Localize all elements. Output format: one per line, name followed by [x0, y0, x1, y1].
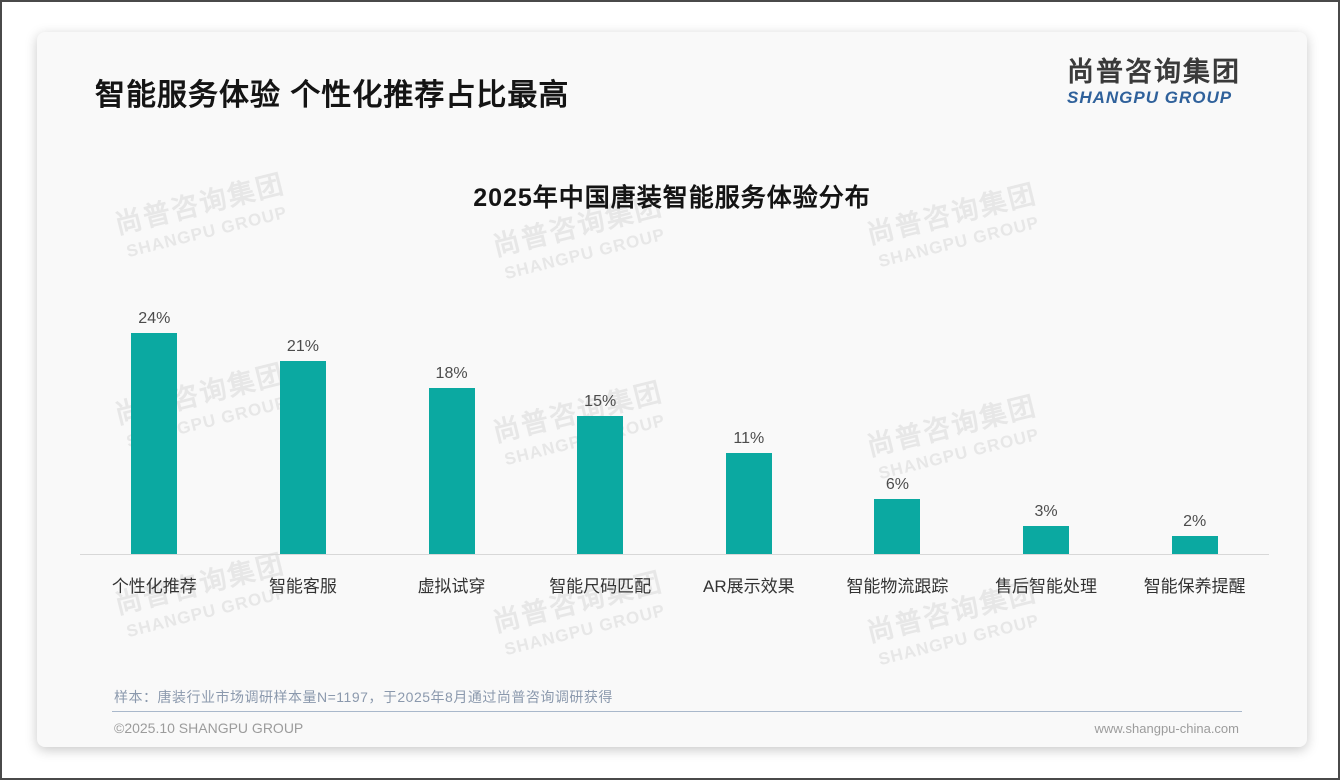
copyright-text: ©2025.10 SHANGPU GROUP — [114, 720, 304, 736]
bar — [1023, 526, 1070, 554]
bar-column: 18% — [377, 365, 526, 554]
page-title: 智能服务体验 个性化推荐占比最高 — [95, 79, 570, 112]
bar-value-label: 18% — [435, 365, 468, 382]
category-label: 智能物流跟踪 — [846, 577, 949, 596]
footer-divider — [112, 711, 1242, 712]
bar — [725, 453, 772, 554]
bar-value-label: 24% — [138, 310, 171, 327]
category-label: 智能客服 — [268, 577, 337, 596]
report-card: 尚普咨询集团 SHANGPU GROUP 尚普咨询集团 SHANGPU GROU… — [37, 32, 1307, 747]
company-logo: 尚普咨询集团 SHANGPU GROUP — [1067, 57, 1241, 108]
bar — [131, 333, 178, 554]
category-label: 智能保养提醒 — [1143, 577, 1246, 596]
bar-column: 3% — [972, 503, 1121, 554]
website-text: www.shangpu-china.com — [1094, 721, 1239, 736]
bar — [874, 499, 921, 554]
bar — [428, 388, 475, 554]
logo-text-en: SHANGPU GROUP — [1067, 87, 1233, 107]
sample-footnote: 样本：唐装行业市场调研样本量N=1197，于2025年8月通过尚普咨询调研获得 — [114, 689, 613, 705]
bar-column: 11% — [675, 430, 824, 554]
category-label: 智能尺码匹配 — [549, 577, 652, 596]
bar-column: 24% — [80, 310, 229, 554]
bar-value-label: 6% — [885, 476, 909, 493]
bar-value-label: 11% — [733, 430, 765, 447]
category-label: 虚拟试穿 — [417, 577, 486, 596]
bar — [1171, 536, 1218, 554]
bar-column: 6% — [823, 476, 972, 554]
bar — [279, 361, 326, 554]
card-content: 智能服务体验 个性化推荐占比最高 尚普咨询集团 SHANGPU GROUP 20… — [37, 32, 1307, 747]
bar-value-label: 15% — [584, 393, 617, 410]
bar-plot: 24% 21% 18% 15% 11% 6% 3% 2% — [80, 293, 1269, 555]
category-label: AR展示效果 — [703, 577, 795, 596]
chart-title: 2025年中国唐装智能服务体验分布 — [473, 184, 871, 212]
bar — [577, 416, 624, 554]
bar-column: 15% — [526, 393, 675, 554]
bar-column: 21% — [229, 338, 378, 554]
category-label: 个性化推荐 — [111, 577, 197, 596]
category-label: 售后智能处理 — [995, 577, 1098, 596]
bar-value-label: 21% — [286, 338, 319, 355]
bar-value-label: 2% — [1183, 513, 1207, 530]
category-row: 个性化推荐 智能客服 虚拟试穿 智能尺码匹配 AR展示效果 智能物流跟踪 售后智能处理 智能保… — [80, 572, 1269, 597]
logo-text-cn: 尚普咨询集团 — [1067, 57, 1241, 87]
bar-column: 2% — [1120, 513, 1269, 554]
bar-value-label: 3% — [1034, 503, 1058, 520]
